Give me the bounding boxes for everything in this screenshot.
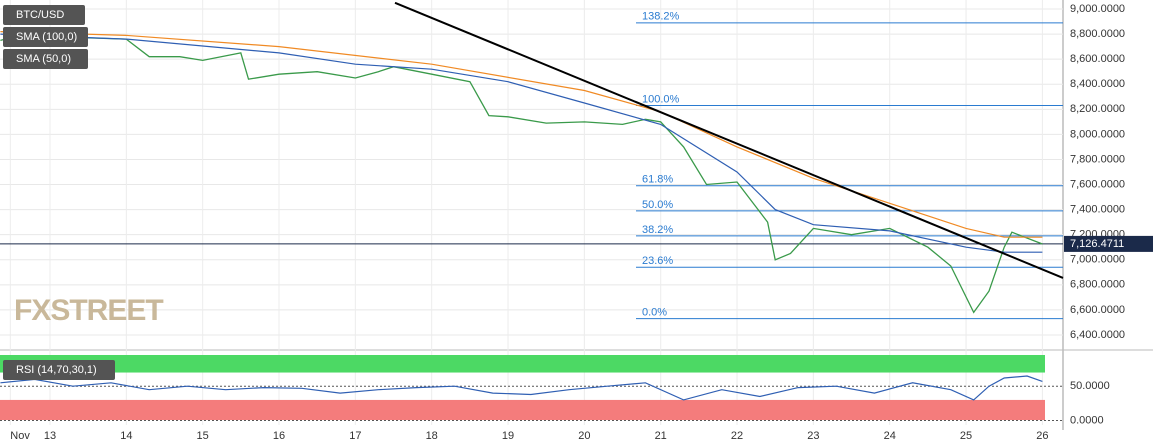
x-tick-label: 16 bbox=[273, 430, 285, 442]
sma-line bbox=[0, 33, 1043, 253]
x-tick-label: Nov bbox=[10, 430, 30, 442]
y-tick-label: 6,600.0000 bbox=[1070, 304, 1125, 316]
x-tick-label: 13 bbox=[44, 430, 56, 442]
legend-box bbox=[3, 49, 88, 69]
y-tick-label: 8,800.0000 bbox=[1070, 28, 1125, 40]
y-tick-label: 8,000.0000 bbox=[1070, 128, 1125, 140]
y-tick-label: 8,600.0000 bbox=[1070, 53, 1125, 65]
x-tick-label: 21 bbox=[655, 430, 667, 442]
y-tick-label: 8,200.0000 bbox=[1070, 103, 1125, 115]
overbought-zone bbox=[0, 355, 1045, 373]
sma-line bbox=[0, 31, 1043, 238]
y-tick-label: 6,800.0000 bbox=[1070, 279, 1125, 291]
x-tick-label: 23 bbox=[807, 430, 819, 442]
rsi-line bbox=[0, 375, 1043, 401]
last-price-label: 7,126.4711 bbox=[1070, 238, 1124, 250]
y-tick-label: 7,400.0000 bbox=[1070, 204, 1125, 216]
y-tick-label: 7,000.0000 bbox=[1070, 254, 1125, 266]
x-tick-label: 14 bbox=[120, 430, 132, 442]
y-tick-label: 6,400.0000 bbox=[1070, 329, 1125, 341]
y-tick-label: 50.0000 bbox=[1070, 380, 1110, 392]
watermark: FXSTREET bbox=[14, 294, 163, 327]
legend-box bbox=[3, 27, 88, 47]
fib-label: 138.2% bbox=[642, 11, 680, 23]
last-price-box bbox=[1064, 235, 1153, 252]
trendline bbox=[394, 1, 1064, 279]
x-tick-label: 18 bbox=[426, 430, 438, 442]
y-tick-label: 9,000.0000 bbox=[1070, 3, 1125, 15]
y-tick-label: 0.0000 bbox=[1070, 414, 1104, 426]
y-tick-label: 7,800.0000 bbox=[1070, 153, 1125, 165]
price-line bbox=[0, 34, 1043, 314]
x-tick-label: 20 bbox=[578, 430, 590, 442]
y-tick-label: 7,600.0000 bbox=[1070, 178, 1125, 190]
x-tick-label: 15 bbox=[197, 430, 209, 442]
x-tick-label: 19 bbox=[502, 430, 514, 442]
x-tick-label: 22 bbox=[731, 430, 743, 442]
fib-label: 61.8% bbox=[642, 174, 673, 186]
legend-box bbox=[3, 360, 115, 380]
oversold-zone bbox=[0, 399, 1045, 420]
fib-label: 100.0% bbox=[642, 93, 680, 105]
x-tick-label: 24 bbox=[884, 430, 896, 442]
legend-entry: SMA (50,0) bbox=[16, 53, 71, 65]
fib-label: 50.0% bbox=[642, 199, 673, 211]
fib-label: 38.2% bbox=[642, 224, 673, 236]
legend-entry: SMA (100,0) bbox=[16, 31, 77, 43]
y-tick-label: 8,400.0000 bbox=[1070, 78, 1125, 90]
x-tick-label: 26 bbox=[1036, 430, 1048, 442]
x-tick-label: 25 bbox=[960, 430, 972, 442]
fib-label: 0.0% bbox=[642, 307, 667, 319]
legend-entry: RSI (14,70,30,1) bbox=[16, 364, 97, 376]
x-tick-label: 17 bbox=[349, 430, 361, 442]
legend-box bbox=[3, 5, 85, 25]
fib-label: 23.6% bbox=[642, 255, 673, 267]
legend-entry: BTC/USD bbox=[16, 9, 64, 21]
